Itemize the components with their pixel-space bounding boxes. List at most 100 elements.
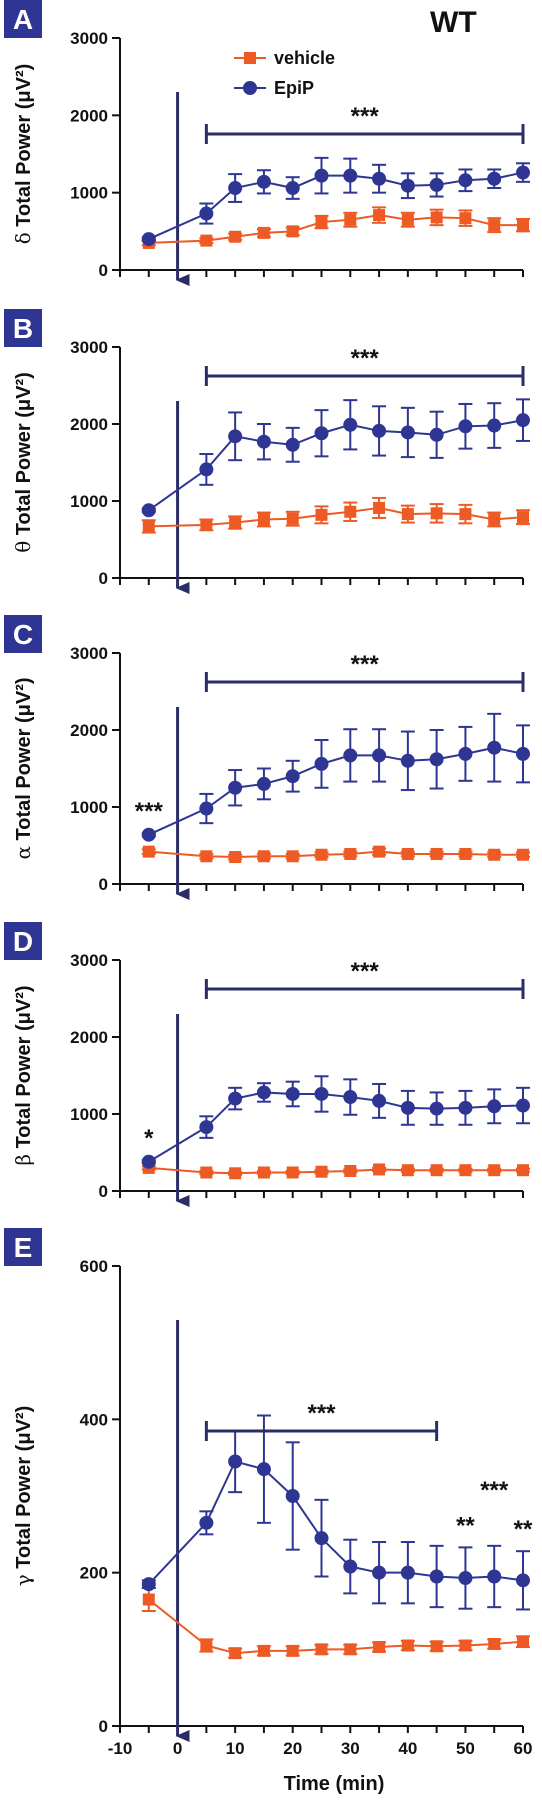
x-axis-title: Time (min) [284,1773,385,1795]
panel-badge [4,615,42,653]
data-point [430,211,443,224]
data-point [314,168,329,183]
panel-letter: D [13,926,33,957]
significance-stars: *** [307,1400,336,1427]
panel-B: B 0 1000 2000 3000 θ Total Power (μV²) *** [4,309,530,594]
data-point [199,206,214,221]
data-point [516,1573,530,1588]
panel-badge [4,309,42,347]
data-point [458,173,473,188]
significance-stars: ** [514,1516,533,1543]
series-epip [141,1075,530,1169]
data-point [429,1569,444,1584]
data-point [285,769,300,784]
data-point [286,1166,299,1179]
data-point [517,848,529,861]
y-axis-label-text: Total Power (μV²) [13,677,35,846]
y-tick-label: 0 [99,1182,108,1201]
data-point [229,516,242,529]
legend-label-epip: EpiP [274,78,314,98]
data-point [200,1639,213,1652]
data-point [344,1643,357,1656]
data-point [401,1639,414,1652]
series-line [148,746,524,836]
y-tick-label: 0 [99,875,108,894]
significance-stars: ** [456,1512,475,1539]
data-point [487,418,502,433]
data-point [430,1164,443,1177]
data-point [372,748,387,763]
data-point [458,746,473,761]
data-point [315,508,328,521]
data-point [141,232,156,247]
data-point [285,1489,300,1503]
data-point [285,1086,300,1101]
y-axis-label: β Total Power (μV²) [11,985,35,1165]
data-point [228,780,243,795]
data-point [372,171,387,186]
panel-letter: C [13,619,33,650]
data-point [517,1164,529,1177]
series-vehicle [141,1161,530,1180]
legend-label-vehicle: vehicle [274,48,335,68]
x-tick-label: 10 [226,1739,245,1758]
y-tick-label: 2000 [70,721,108,740]
data-point [229,230,242,243]
y-tick-label: 2000 [70,415,108,434]
data-point [459,212,472,225]
y-axis-label-text: Total Power (μV²) [13,1406,35,1575]
y-axis-label: γ Total Power (μV²) [11,1406,35,1587]
data-point [256,434,271,449]
data-point [286,1644,299,1657]
data-point [142,1593,155,1606]
data-point [314,756,329,771]
data-point [285,181,300,196]
data-point [373,845,386,858]
greek-symbol: α [11,846,35,860]
data-point [488,1164,501,1177]
data-point [372,1093,387,1108]
data-point [229,851,242,864]
significance-stars: *** [351,345,380,372]
data-point [516,1098,530,1113]
data-point [459,1164,472,1177]
data-point [517,511,529,524]
panel-letter: E [14,1232,33,1263]
data-point [400,1100,415,1115]
legend-marker-epip [243,81,257,95]
series-epip [141,712,530,842]
greek-symbol: β [11,1154,35,1166]
y-tick-label: 1000 [70,184,108,203]
data-point [487,1099,502,1114]
data-point [516,413,530,428]
data-point [344,1164,357,1177]
data-point [400,1565,415,1580]
y-tick-label: 2000 [70,106,108,125]
significance-stars: *** [480,1477,509,1504]
data-point [487,1569,502,1584]
y-axis-label: α Total Power (μV²) [11,677,35,859]
data-point [256,1462,271,1477]
data-point [286,512,299,525]
greek-symbol: δ [11,232,35,244]
y-tick-label: 0 [99,1717,108,1736]
data-point [516,746,530,761]
series-epip [141,156,530,247]
data-point [200,1166,213,1179]
y-tick-label: 600 [80,1257,108,1276]
y-tick-label: 0 [99,261,108,280]
series-epip [141,1414,530,1611]
significance-stars: * [144,1125,154,1152]
data-point [400,753,415,768]
data-point [314,1086,329,1101]
data-point [315,848,328,861]
data-point [372,1565,387,1580]
data-point [488,1637,501,1650]
panel-badge [4,1228,42,1266]
data-point [314,426,329,441]
data-point [314,1531,329,1546]
data-point [343,168,358,183]
data-point [257,1166,270,1179]
data-point [228,1454,243,1469]
